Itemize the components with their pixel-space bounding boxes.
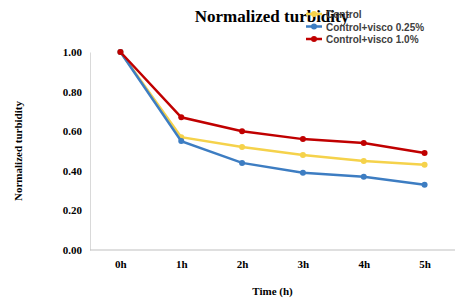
x-axis: 0h 1h 2h 3h 4h 5h	[90, 250, 455, 270]
series-line	[120, 52, 424, 165]
series-marker	[422, 150, 428, 156]
x-tick: 2h	[237, 250, 249, 270]
x-tick: 4h	[358, 250, 370, 270]
legend-marker	[311, 24, 317, 30]
series-marker	[300, 152, 306, 158]
y-tick: 0.00	[63, 244, 90, 256]
x-tick: 1h	[176, 250, 188, 270]
series-line	[120, 52, 424, 185]
series-marker	[361, 158, 367, 164]
series-marker	[361, 140, 367, 146]
y-tick: 0.80	[63, 86, 90, 98]
series-line	[120, 52, 424, 153]
y-tick-label: 0.60	[63, 125, 83, 137]
series-marker	[422, 182, 428, 188]
x-tick: 0h	[115, 250, 127, 270]
series-marker	[117, 49, 123, 55]
series-marker	[178, 114, 184, 120]
series-marker	[300, 170, 306, 176]
x-axis-title: Time (h)	[252, 285, 293, 298]
y-tick: 0.20	[63, 204, 90, 216]
x-tick: 3h	[298, 250, 310, 270]
chart: Normalized turbidity 0.00 0.20 0.40 0.60 0.80…	[0, 0, 459, 303]
x-tick-label: 4h	[358, 258, 370, 270]
plot-area	[117, 49, 427, 188]
legend-label: Control	[326, 9, 362, 20]
y-tick-label: 0.00	[63, 244, 83, 256]
legend-label: Control+visco 1.0%	[326, 34, 419, 45]
series-marker	[239, 144, 245, 150]
series-marker	[239, 128, 245, 134]
y-tick: 1.00	[63, 46, 90, 58]
y-axis-title: Normalized turbidity	[12, 101, 24, 201]
series-marker	[117, 49, 123, 55]
y-tick: 0.60	[63, 125, 90, 137]
legend-item: Control+visco 1.0%	[306, 34, 419, 45]
y-tick-label: 0.20	[63, 204, 83, 216]
x-tick-label: 2h	[237, 258, 249, 270]
legend-item: Control	[306, 9, 362, 20]
series-marker	[300, 136, 306, 142]
x-axis-line	[90, 250, 455, 251]
legend-marker	[311, 36, 317, 42]
y-axis: 0.00 0.20 0.40 0.60 0.80 1.00	[63, 46, 91, 256]
x-tick-label: 0h	[115, 258, 127, 270]
y-axis-line	[90, 53, 91, 251]
x-tick-label: 5h	[419, 258, 431, 270]
y-tick-label: 0.40	[63, 165, 83, 177]
series-marker	[422, 162, 428, 168]
y-tick-label: 1.00	[63, 46, 83, 58]
x-tick-label: 1h	[176, 258, 188, 270]
series-marker	[239, 160, 245, 166]
series-marker	[178, 138, 184, 144]
x-tick-label: 3h	[298, 258, 310, 270]
legend-label: Control+visco 0.25%	[326, 22, 424, 33]
series-marker	[361, 174, 367, 180]
series-marker	[117, 49, 123, 55]
y-tick: 0.40	[63, 165, 90, 177]
y-tick-label: 0.80	[63, 86, 83, 98]
legend-marker	[311, 11, 317, 17]
legend-item: Control+visco 0.25%	[306, 22, 424, 33]
x-tick: 5h	[419, 250, 431, 270]
legend: Control Control+visco 0.25%Control+visco …	[306, 9, 424, 45]
